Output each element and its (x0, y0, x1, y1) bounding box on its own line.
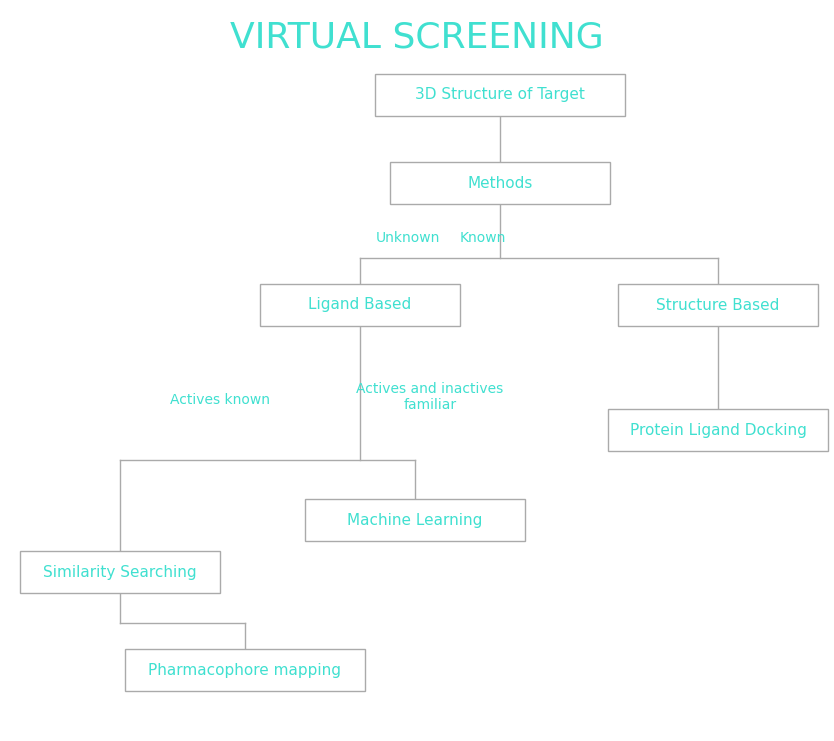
Text: Known: Known (460, 231, 506, 245)
Text: Similarity Searching: Similarity Searching (43, 565, 197, 579)
Text: Pharmacophore mapping: Pharmacophore mapping (148, 662, 341, 677)
Text: Ligand Based: Ligand Based (309, 297, 412, 313)
Text: Machine Learning: Machine Learning (347, 513, 483, 528)
Text: Protein Ligand Docking: Protein Ligand Docking (630, 422, 806, 437)
Text: Actives known: Actives known (170, 393, 270, 407)
FancyBboxPatch shape (618, 284, 818, 326)
FancyBboxPatch shape (20, 551, 220, 593)
FancyBboxPatch shape (125, 649, 365, 691)
FancyBboxPatch shape (305, 499, 525, 541)
Text: Structure Based: Structure Based (656, 297, 780, 313)
FancyBboxPatch shape (608, 409, 828, 451)
Text: Actives and inactives
familiar: Actives and inactives familiar (356, 382, 504, 412)
Text: Unknown: Unknown (375, 231, 440, 245)
Text: 3D Structure of Target: 3D Structure of Target (415, 87, 585, 102)
FancyBboxPatch shape (260, 284, 460, 326)
Text: VIRTUAL SCREENING: VIRTUAL SCREENING (230, 21, 604, 55)
FancyBboxPatch shape (375, 74, 625, 116)
Text: Methods: Methods (467, 176, 533, 190)
FancyBboxPatch shape (390, 162, 610, 204)
